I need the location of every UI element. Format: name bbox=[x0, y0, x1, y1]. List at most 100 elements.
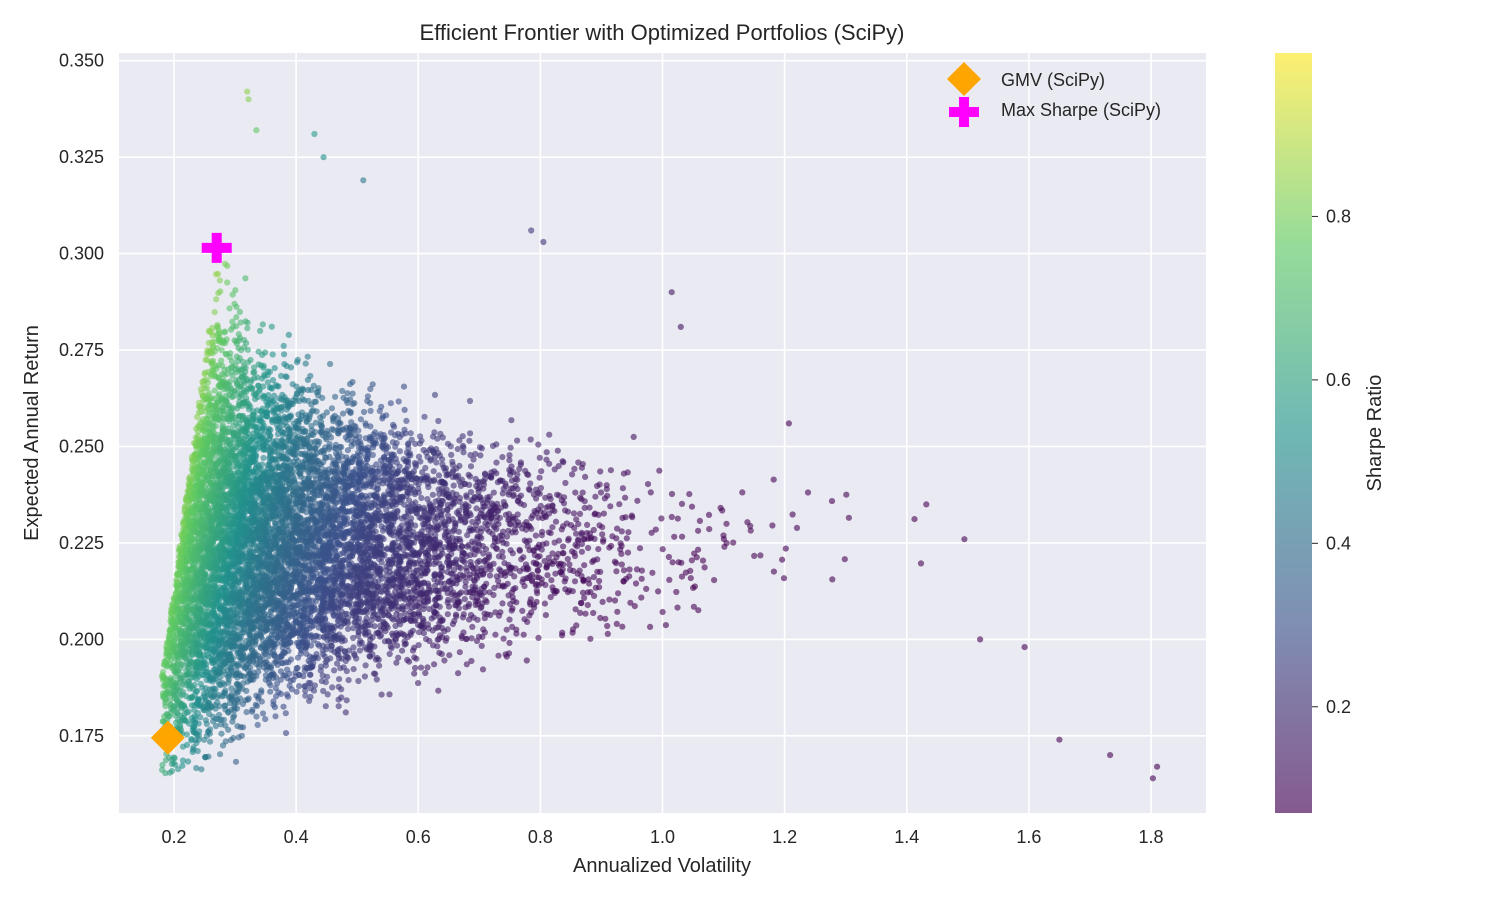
portfolio-point bbox=[271, 365, 278, 372]
portfolio-point bbox=[620, 470, 628, 477]
portfolio-point bbox=[647, 489, 654, 496]
portfolio-point bbox=[230, 734, 237, 742]
portfolio-point bbox=[328, 405, 335, 412]
portfolio-point bbox=[204, 379, 211, 386]
portfolio-point bbox=[430, 468, 437, 475]
portfolio-point bbox=[548, 577, 555, 584]
portfolio-point bbox=[354, 487, 361, 494]
portfolio-point bbox=[611, 558, 619, 565]
portfolio-point bbox=[422, 669, 429, 677]
portfolio-point bbox=[415, 680, 422, 687]
portfolio-point bbox=[523, 657, 530, 664]
portfolio-point bbox=[606, 596, 613, 603]
portfolio-point bbox=[429, 491, 436, 498]
portfolio-point bbox=[592, 510, 599, 517]
portfolio-point bbox=[159, 761, 166, 769]
portfolio-point bbox=[268, 323, 275, 330]
portfolio-point bbox=[348, 419, 355, 426]
portfolio-point bbox=[222, 722, 229, 729]
portfolio-point bbox=[536, 474, 543, 481]
portfolio-point bbox=[327, 360, 334, 368]
portfolio-point bbox=[260, 454, 267, 462]
portfolio-point bbox=[592, 493, 599, 500]
portfolio-point bbox=[201, 369, 208, 376]
portfolio-point bbox=[294, 356, 301, 363]
portfolio-point bbox=[269, 351, 276, 358]
portfolio-point bbox=[594, 556, 601, 563]
portfolio-point bbox=[549, 524, 556, 531]
portfolio-point bbox=[652, 526, 659, 533]
portfolio-point bbox=[539, 528, 546, 536]
portfolio-point bbox=[490, 489, 497, 496]
portfolio-point bbox=[403, 417, 410, 424]
portfolio-point bbox=[543, 449, 550, 456]
portfolio-point bbox=[638, 575, 645, 582]
portfolio-point bbox=[499, 554, 506, 561]
portfolio-point bbox=[526, 612, 533, 619]
portfolio-point bbox=[479, 666, 487, 673]
portfolio-point bbox=[217, 751, 224, 758]
portfolio-point bbox=[259, 321, 266, 328]
portfolio-point bbox=[602, 615, 609, 622]
portfolio-point bbox=[541, 558, 548, 565]
portfolio-point bbox=[403, 552, 410, 559]
portfolio-point bbox=[464, 532, 471, 539]
portfolio-point bbox=[243, 709, 250, 716]
portfolio-point bbox=[544, 572, 551, 579]
portfolio-point bbox=[595, 546, 602, 553]
portfolio-point bbox=[511, 573, 518, 580]
portfolio-point bbox=[585, 544, 592, 552]
portfolio-point bbox=[183, 731, 190, 738]
portfolio-point bbox=[616, 501, 623, 508]
portfolio-point bbox=[690, 584, 697, 592]
portfolio-point bbox=[678, 500, 686, 507]
portfolio-point bbox=[695, 546, 702, 553]
portfolio-point bbox=[212, 722, 219, 730]
portfolio-point bbox=[444, 611, 451, 618]
portfolio-point bbox=[690, 603, 698, 610]
portfolio-point bbox=[434, 578, 441, 586]
portfolio-point bbox=[572, 606, 579, 613]
portfolio-point bbox=[507, 444, 514, 451]
portfolio-point bbox=[242, 318, 249, 325]
portfolio-point bbox=[412, 440, 419, 448]
portfolio-point bbox=[629, 514, 636, 521]
portfolio-point bbox=[688, 503, 696, 510]
portfolio-point bbox=[630, 433, 637, 440]
portfolio-point bbox=[316, 438, 323, 445]
portfolio-point bbox=[360, 624, 367, 631]
portfolio-point bbox=[202, 717, 209, 724]
portfolio-point bbox=[264, 379, 271, 386]
portfolio-point bbox=[421, 602, 428, 609]
portfolio-point bbox=[293, 688, 300, 695]
portfolio-point bbox=[607, 467, 615, 474]
portfolio-point bbox=[624, 549, 632, 556]
portfolio-point bbox=[673, 588, 680, 596]
portfolio-point bbox=[581, 504, 588, 511]
portfolio-point bbox=[410, 468, 417, 475]
portfolio-point bbox=[213, 296, 220, 303]
portfolio-point bbox=[782, 545, 789, 552]
portfolio-point bbox=[387, 400, 394, 407]
portfolio-point bbox=[793, 524, 801, 532]
portfolio-point bbox=[769, 522, 776, 529]
portfolio-point bbox=[367, 385, 374, 393]
portfolio-point bbox=[345, 677, 352, 684]
portfolio-point bbox=[274, 680, 281, 687]
portfolio-point bbox=[546, 431, 553, 438]
portfolio-point bbox=[696, 517, 704, 525]
portfolio-point bbox=[493, 573, 500, 580]
portfolio-point bbox=[212, 716, 220, 723]
portfolio-point bbox=[344, 390, 351, 397]
portfolio-point bbox=[314, 640, 321, 648]
portfolio-point bbox=[452, 592, 459, 599]
portfolio-point bbox=[578, 531, 585, 538]
portfolio-point bbox=[688, 557, 696, 564]
portfolio-point bbox=[237, 457, 244, 464]
portfolio-point bbox=[418, 494, 425, 502]
portfolio-point bbox=[350, 634, 357, 642]
portfolio-point bbox=[338, 686, 345, 693]
portfolio-point bbox=[356, 647, 363, 654]
portfolio-point bbox=[471, 540, 478, 547]
portfolio-point bbox=[255, 668, 262, 675]
